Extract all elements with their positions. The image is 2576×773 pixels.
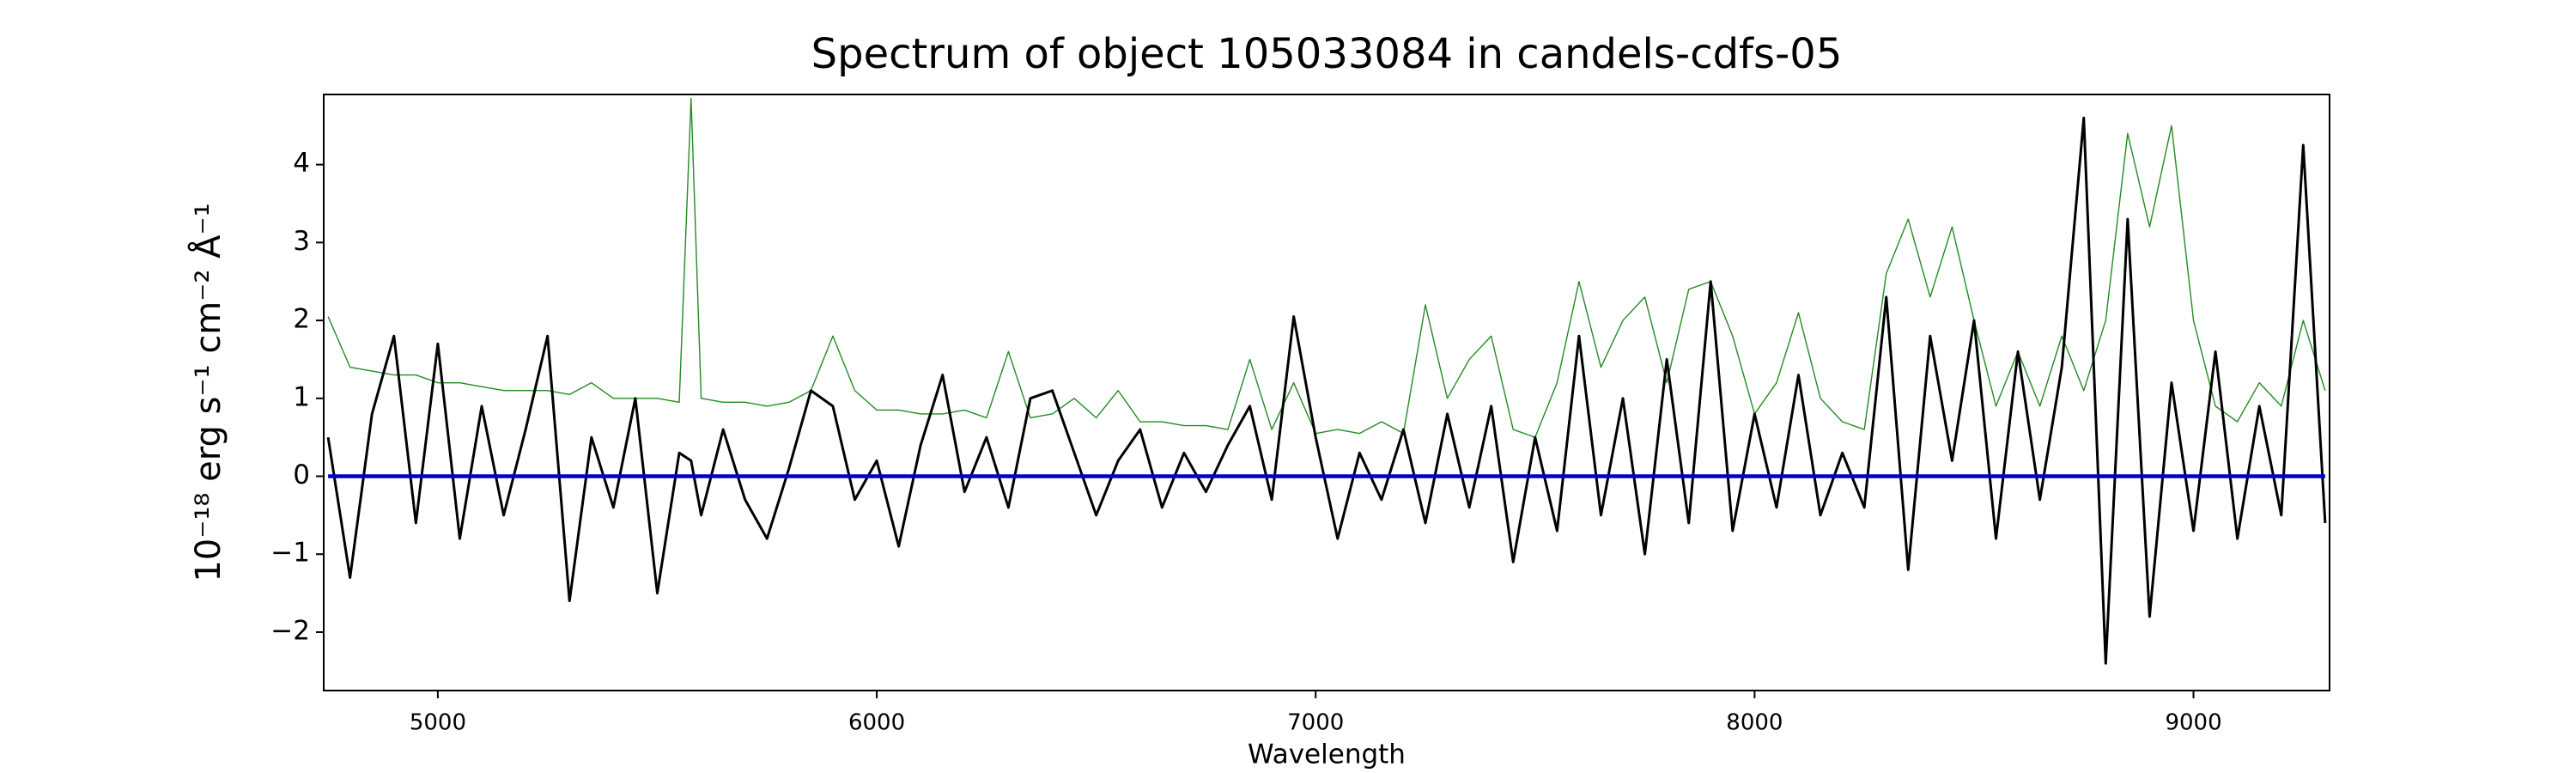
y-tick-label: 0 <box>293 460 310 490</box>
x-axis-label: Wavelength <box>1248 740 1406 770</box>
x-tick-label: 8000 <box>1726 710 1783 736</box>
y-tick-label: 4 <box>293 148 310 179</box>
y-tick-label: −2 <box>270 615 310 646</box>
chart-title: Spectrum of object 105033084 in candels-… <box>811 30 1843 78</box>
spectrum-line <box>327 97 2326 438</box>
x-tick-label: 9000 <box>2165 710 2221 736</box>
x-tick-label: 6000 <box>848 710 905 736</box>
y-axis-label: 10⁻¹⁸ erg s⁻¹ cm⁻² Å⁻¹ <box>187 203 228 581</box>
plot-frame <box>323 94 2330 691</box>
y-tick-label: −1 <box>270 538 310 569</box>
x-tick-label: 7000 <box>1287 710 1344 736</box>
spectrum-line <box>326 116 2327 665</box>
x-tick-label: 5000 <box>410 710 466 736</box>
y-tick-label: 3 <box>293 226 310 257</box>
y-tick-label: 2 <box>293 304 310 335</box>
y-tick-label: 1 <box>293 381 310 412</box>
